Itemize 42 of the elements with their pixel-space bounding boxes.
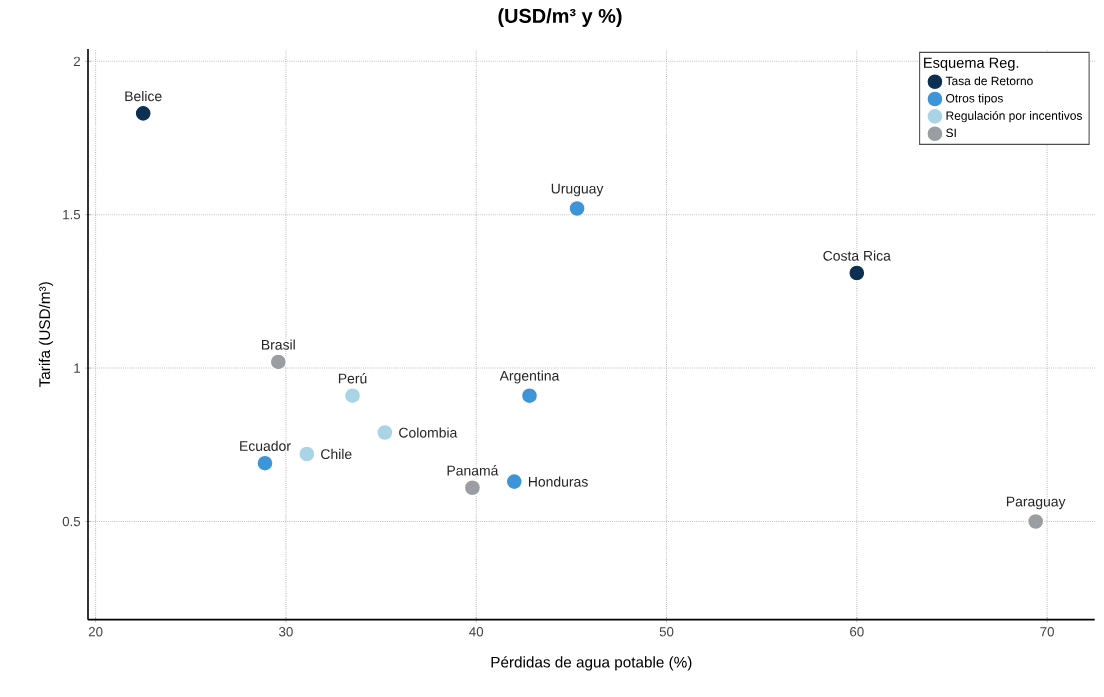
annotation: Ecuador [240,440,291,451]
y-tick-label: 2 [73,56,80,66]
annotation: Uruguay [551,183,604,197]
point [848,264,866,282]
legend-label: Tasa de Retorno [945,76,1033,86]
annotation: Costa Rica [823,250,891,261]
point [568,199,586,218]
y-tick-label: 0.5 [62,516,81,527]
point [520,387,539,405]
y-axis-title: Tarifa (USD/m³) [38,282,54,388]
x-tick-label: 60 [850,627,864,637]
annotation: Paraguay [1006,496,1066,510]
legend-label: SI [946,128,956,138]
point [1027,512,1045,531]
annotation: Honduras [528,476,588,487]
point [256,454,274,472]
annotation: Panamá [447,465,499,476]
annotation: Belice [125,90,162,102]
annotation: Perú [338,373,367,384]
x-axis-title: Pérdidas de agua potable (%) [491,656,692,671]
x-tick-label: 70 [1040,627,1054,637]
point [134,104,152,123]
x-tick-label: 20 [88,627,103,637]
legend-label: Regulación por incentivos [946,110,1082,123]
x-tick-label: 30 [279,627,293,637]
point [505,472,523,491]
point [343,387,362,405]
chart-title: (USD/m³ y %) [498,8,622,27]
annotation: Argentina [499,370,560,384]
legend-title: Esquema Reg. [924,57,1019,71]
y-tick-label: 1.5 [63,210,81,220]
x-tick-label: 50 [659,627,674,637]
point [269,353,287,371]
point [376,423,394,442]
point [463,479,482,497]
annotation: Chile [321,448,352,460]
point [298,445,316,463]
annotation: Brasil [262,339,295,350]
legend-label: Otros tipos [946,93,1003,105]
y-tick-label: 1 [74,363,81,373]
x-tick-label: 40 [469,627,484,637]
annotation: Colombia [399,427,458,438]
